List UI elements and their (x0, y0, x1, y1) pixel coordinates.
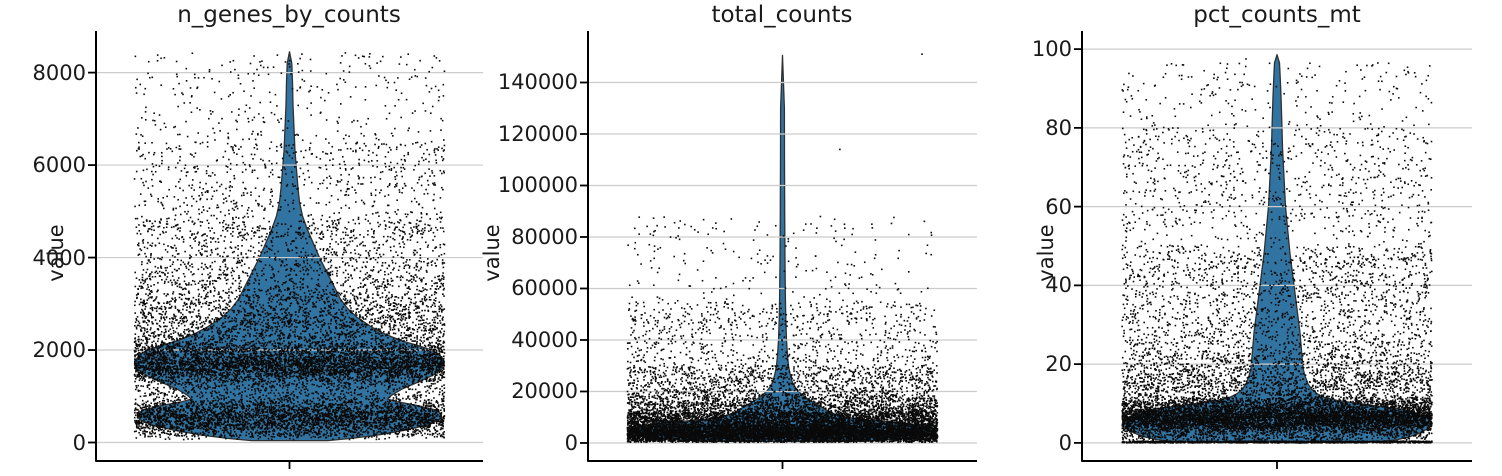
y-tick-label: 80000 (511, 224, 578, 249)
y-tick-label: 120000 (497, 121, 578, 146)
y-tick-label: 100 (1031, 37, 1072, 62)
y-tick-label: 0 (564, 430, 578, 455)
y-tick-label: 100000 (497, 173, 578, 198)
panel-title-total-counts: total_counts (711, 2, 853, 28)
y-tick-label: 2000 (32, 338, 86, 363)
y-tick-label: 140000 (497, 70, 578, 95)
y-tick-label: 60 (1045, 194, 1072, 219)
y-tick-label: 4000 (32, 245, 86, 270)
y-tick-label: 60000 (511, 276, 578, 301)
y-tick-label: 80 (1045, 115, 1072, 140)
y-tick-label: 6000 (32, 153, 86, 178)
y-tick-label: 8000 (32, 60, 86, 85)
y-tick-label: 0 (1058, 430, 1072, 455)
y-tick-label: 20 (1045, 352, 1072, 377)
y-tick-label: 20000 (511, 379, 578, 404)
y-tick-label: 40000 (511, 327, 578, 352)
y-tick-label: 0 (72, 430, 86, 455)
panel-title-pct-counts-mt: pct_counts_mt (1193, 2, 1361, 28)
panel-title-n-genes-by-counts: n_genes_by_counts (177, 2, 401, 28)
y-tick-label: 40 (1045, 273, 1072, 298)
